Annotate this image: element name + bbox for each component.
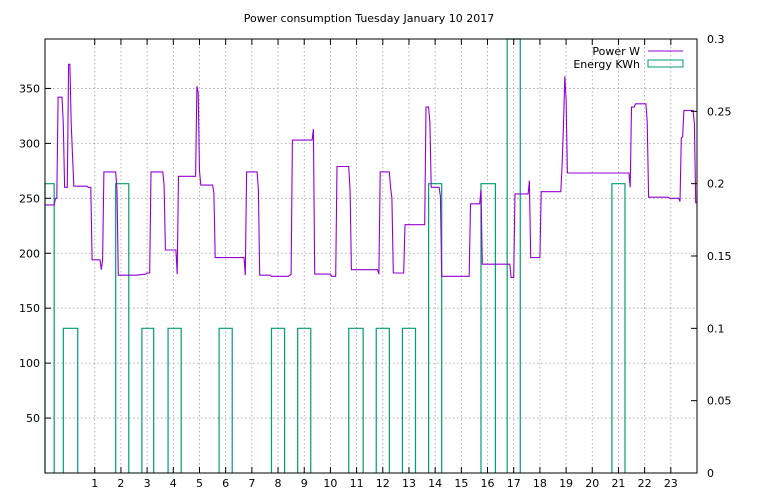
y-tick-label: 150	[19, 302, 40, 315]
y2-tick-label: 0.25	[707, 105, 732, 118]
y-tick-label: 350	[19, 82, 40, 95]
axes: 1 2 3 4 5 6 7 8 9 10 11 12 13 14 15 16 17 18 19 20 21 22 23501…	[19, 33, 732, 490]
energy-bar	[401, 327, 417, 473]
power-line	[45, 63, 697, 278]
plot-frame	[44, 38, 698, 474]
x-tick-label: 12	[376, 477, 390, 490]
power-series	[45, 63, 697, 278]
energy-bar	[115, 183, 130, 473]
energy-bar	[270, 327, 286, 473]
x-tick-label: 17	[507, 477, 521, 490]
energy-bar	[428, 183, 443, 473]
x-tick-label: 10	[323, 477, 337, 490]
y2-tick-label: 0.15	[707, 250, 732, 263]
x-tick-label: 5	[196, 477, 203, 490]
legend-label-energy: Energy KWh	[573, 58, 640, 71]
energy-series	[44, 38, 626, 473]
x-tick-label: 22	[638, 477, 652, 490]
energy-bar	[141, 327, 155, 473]
x-tick-label: 13	[402, 477, 416, 490]
x-tick-label: 23	[664, 477, 678, 490]
x-tick-label: 18	[533, 477, 547, 490]
y2-tick-label: 0.2	[707, 178, 725, 191]
x-tick-label: 6	[222, 477, 229, 490]
energy-bar	[62, 327, 79, 473]
y-tick-label: 300	[19, 137, 40, 150]
energy-bar	[611, 183, 626, 473]
x-tick-label: 15	[454, 477, 468, 490]
y2-tick-label: 0.3	[707, 33, 725, 46]
x-tick-label: 1	[91, 477, 98, 490]
energy-bar	[375, 327, 390, 473]
y-tick-label: 200	[19, 247, 40, 260]
x-tick-label: 14	[428, 477, 442, 490]
x-tick-label: 8	[275, 477, 282, 490]
y2-tick-label: 0	[707, 467, 714, 480]
x-tick-label: 4	[170, 477, 177, 490]
x-tick-label: 11	[350, 477, 364, 490]
energy-bar	[167, 327, 182, 473]
x-tick-label: 2	[117, 477, 124, 490]
energy-bar	[348, 327, 364, 473]
y-tick-label: 50	[26, 412, 40, 425]
x-tick-label: 16	[481, 477, 495, 490]
x-tick-label: 3	[144, 477, 151, 490]
y-tick-label: 250	[19, 192, 40, 205]
y-tick-label: 100	[19, 357, 40, 370]
energy-bar	[297, 327, 312, 473]
x-tick-label: 9	[301, 477, 308, 490]
y2-tick-label: 0.1	[707, 322, 725, 335]
x-tick-label: 19	[559, 477, 573, 490]
energy-bar	[480, 183, 496, 473]
legend: Power W Energy KWh	[573, 45, 684, 71]
chart-title: Power consumption Tuesday January 10 201…	[244, 12, 494, 25]
energy-bar	[44, 183, 55, 473]
legend-swatch-energy	[647, 59, 684, 68]
y2-tick-label: 0.05	[707, 395, 732, 408]
x-tick-label: 21	[611, 477, 625, 490]
x-tick-label: 20	[585, 477, 599, 490]
grid-layer	[45, 39, 697, 473]
energy-bar	[218, 327, 233, 473]
x-tick-label: 7	[248, 477, 255, 490]
legend-label-power: Power W	[592, 45, 640, 58]
